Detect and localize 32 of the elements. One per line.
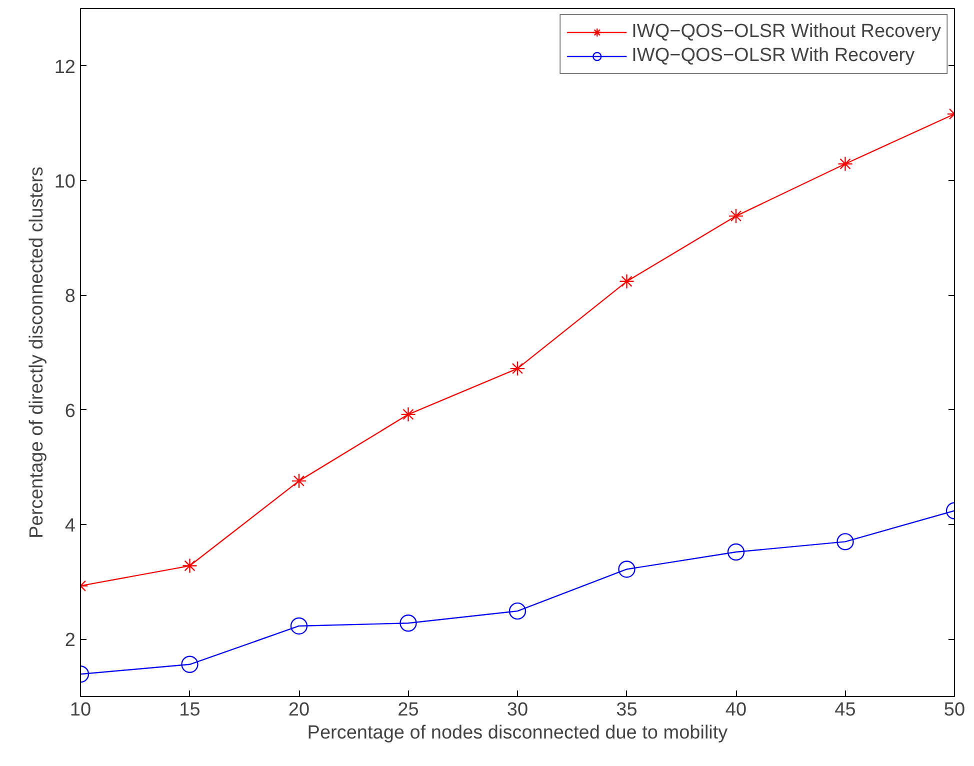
y-tick-label: 12 xyxy=(54,56,76,78)
point xyxy=(290,617,308,635)
y-axis-title: Percentage of directly disconnected clusters xyxy=(26,166,48,538)
x-tick-label: 30 xyxy=(506,700,528,720)
point xyxy=(181,656,198,673)
legend-label: IWQ−QOS−OLSR Without Recovery xyxy=(632,21,941,43)
x-tick-label: 35 xyxy=(616,700,638,720)
y-tick-label: 10 xyxy=(54,172,76,192)
point xyxy=(838,156,853,172)
legend-label: IWQ−QOS−OLSR With Recovery xyxy=(632,45,915,67)
point xyxy=(727,543,745,561)
point xyxy=(618,560,636,578)
point xyxy=(400,406,416,422)
point xyxy=(182,558,198,574)
point xyxy=(508,602,526,620)
x-tick-label: 50 xyxy=(944,700,966,720)
x-tick-label: 45 xyxy=(834,700,856,720)
point xyxy=(291,473,307,489)
x-tick-label: 25 xyxy=(398,700,419,720)
point xyxy=(836,533,854,550)
point xyxy=(728,208,744,224)
y-tick-label: 2 xyxy=(64,630,76,652)
x-tick-label: 20 xyxy=(288,700,310,720)
y-tick-label: 6 xyxy=(64,400,76,422)
point xyxy=(400,614,417,632)
x-tick-label: 15 xyxy=(179,700,200,720)
x-tick-label: 40 xyxy=(725,700,747,720)
point xyxy=(619,274,634,290)
x-axis-title: Percentage of nodes disconnected due to mobility xyxy=(307,722,728,744)
y-tick-label: 8 xyxy=(64,286,76,308)
y-tick-label: 4 xyxy=(64,516,76,536)
point xyxy=(510,360,526,376)
